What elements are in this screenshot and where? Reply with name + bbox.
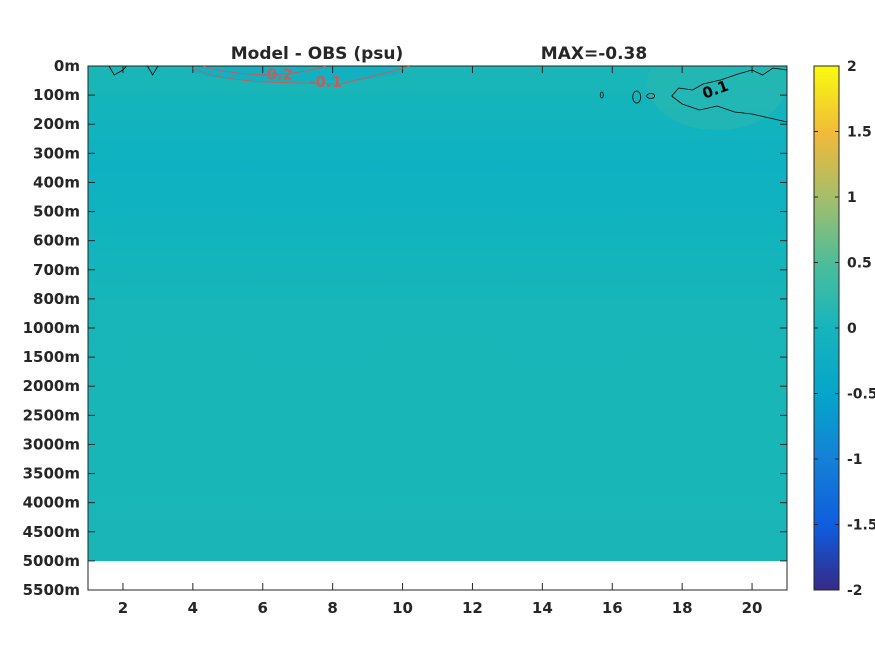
chart-title: Model - OBS (psu) [231,44,404,64]
colorbar-tick-label: 0 [847,321,857,337]
contour-0p1-f [599,91,604,99]
colorbar-gradient [813,65,840,591]
colorbar-tick-label: 0.5 [847,256,872,272]
y-tick-label: 100m [33,86,80,104]
y-tick-label: 5000m [23,552,80,570]
y-tick-label: 700m [33,261,80,279]
y-tick-label: 2000m [23,377,80,395]
colorbar: 2 1.5 1 0.5 0 -0.5 -1 -1.5 -2 [813,59,875,599]
contour-0p1-b [147,66,159,76]
contour-label-1: -0.1 [309,73,342,91]
colorbar-tick-label: -1.5 [847,518,875,534]
contour-0p1-e [646,93,656,99]
x-tick-label: 20 [742,599,763,617]
x-axis: 2 4 6 8 10 12 14 16 18 20 [118,66,763,617]
x-tick-label: 18 [672,599,693,617]
contour-neg-0p1 [192,66,410,85]
y-tick-label: 1500m [23,348,80,366]
field-band-3 [88,298,787,561]
x-tick-label: 14 [532,599,553,617]
colorbar-tick-label: -0.5 [847,387,875,403]
y-tick-label: 1000m [23,319,80,337]
anomaly-patch-0 [192,66,403,83]
colorbar-tick-label: 2 [847,59,857,75]
x-tick-label: 16 [602,599,623,617]
x-tick-label: 10 [392,599,413,617]
y-tick-label: 300m [33,144,80,162]
contour-label-0: -0.2 [260,66,293,84]
chart-subtitle: MAX=-0.38 [541,44,647,64]
y-tick-label: 800m [33,290,80,308]
y-tick-label: 200m [33,115,80,133]
y-tick-label: 3000m [23,435,80,453]
contour-neg-0p2 [203,66,326,76]
field-band-2 [88,211,787,299]
y-axis: 0m 100m 200m 300m 400m 500m 600m 700m 800m 1000m 1… [23,57,787,599]
x-tick-label: 8 [327,599,337,617]
y-tick-label: 2500m [23,406,80,424]
y-tick-label: 0m [54,57,80,75]
x-tick-label: 4 [188,599,198,617]
contour-0p1-c [671,67,787,123]
y-tick-label: 400m [33,173,80,191]
x-tick-label: 6 [258,599,268,617]
colorbar-tick-label: 1.5 [847,125,872,141]
contour-0p1-a [108,66,127,76]
y-tick-label: 500m [33,203,80,221]
y-tick-label: 4000m [23,494,80,512]
x-tick-label: 2 [118,599,128,617]
colorbar-tick-label: -2 [847,583,863,599]
colorbar-tick-label: 1 [847,190,857,206]
contour-lines [108,66,787,123]
colorbar-tick-label: -1 [847,452,863,468]
y-tick-label: 3500m [23,465,80,483]
plot-area [87,65,788,591]
y-tick-label: 4500m [23,523,80,541]
y-tick-label: 600m [33,232,80,250]
contour-0p1-d [632,90,642,104]
y-tick-label: 5500m [23,581,80,599]
x-tick-label: 12 [462,599,483,617]
